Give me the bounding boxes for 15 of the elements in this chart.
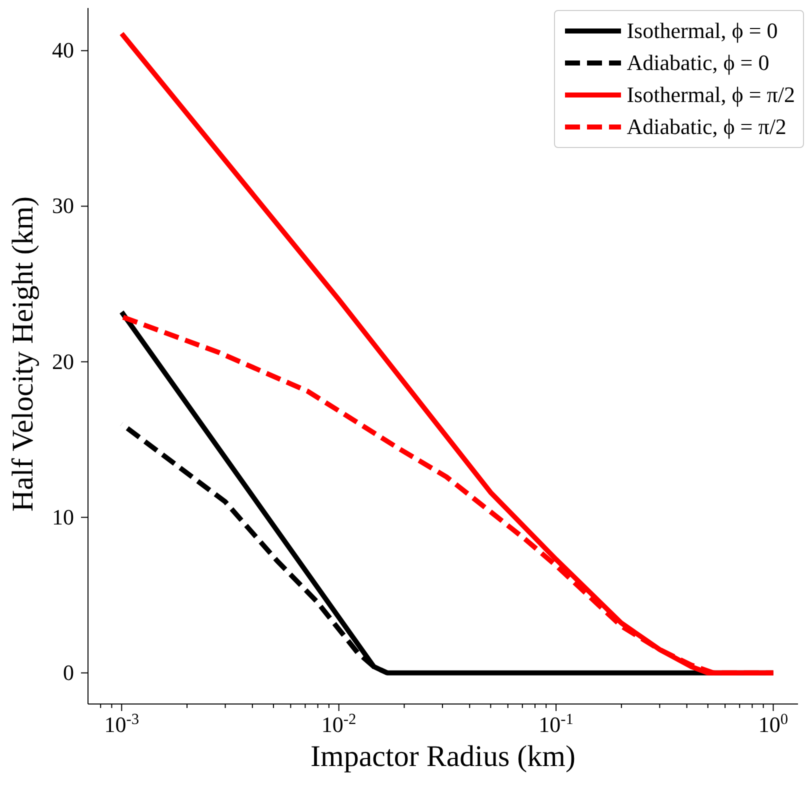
legend-label: Isothermal, ϕ = 0: [626, 18, 778, 44]
x-axis-title: Impactor Radius (km): [310, 740, 576, 773]
y-tick-label: 30: [52, 193, 74, 218]
x-tick-label: 10$^{-3}$: [104, 710, 140, 737]
legend-label: Adiabatic, ϕ = 0: [626, 50, 770, 76]
x-tick-label: 10$^{-2}$: [321, 710, 356, 737]
legend-label: Adiabatic, ϕ = π/2: [626, 114, 786, 140]
x-tick-label: 10$^{-1}$: [538, 710, 574, 737]
legend-label: Isothermal, ϕ = π/2: [626, 82, 795, 108]
y-axis-title: Half Velocity Height (km): [6, 196, 40, 512]
y-tick-label: 40: [52, 38, 74, 63]
y-tick-label: 10: [52, 504, 74, 530]
x-tick-label: 10$^{0}$: [758, 710, 788, 737]
y-tick-label: 0: [63, 660, 74, 685]
y-tick-label: 20: [52, 348, 74, 374]
